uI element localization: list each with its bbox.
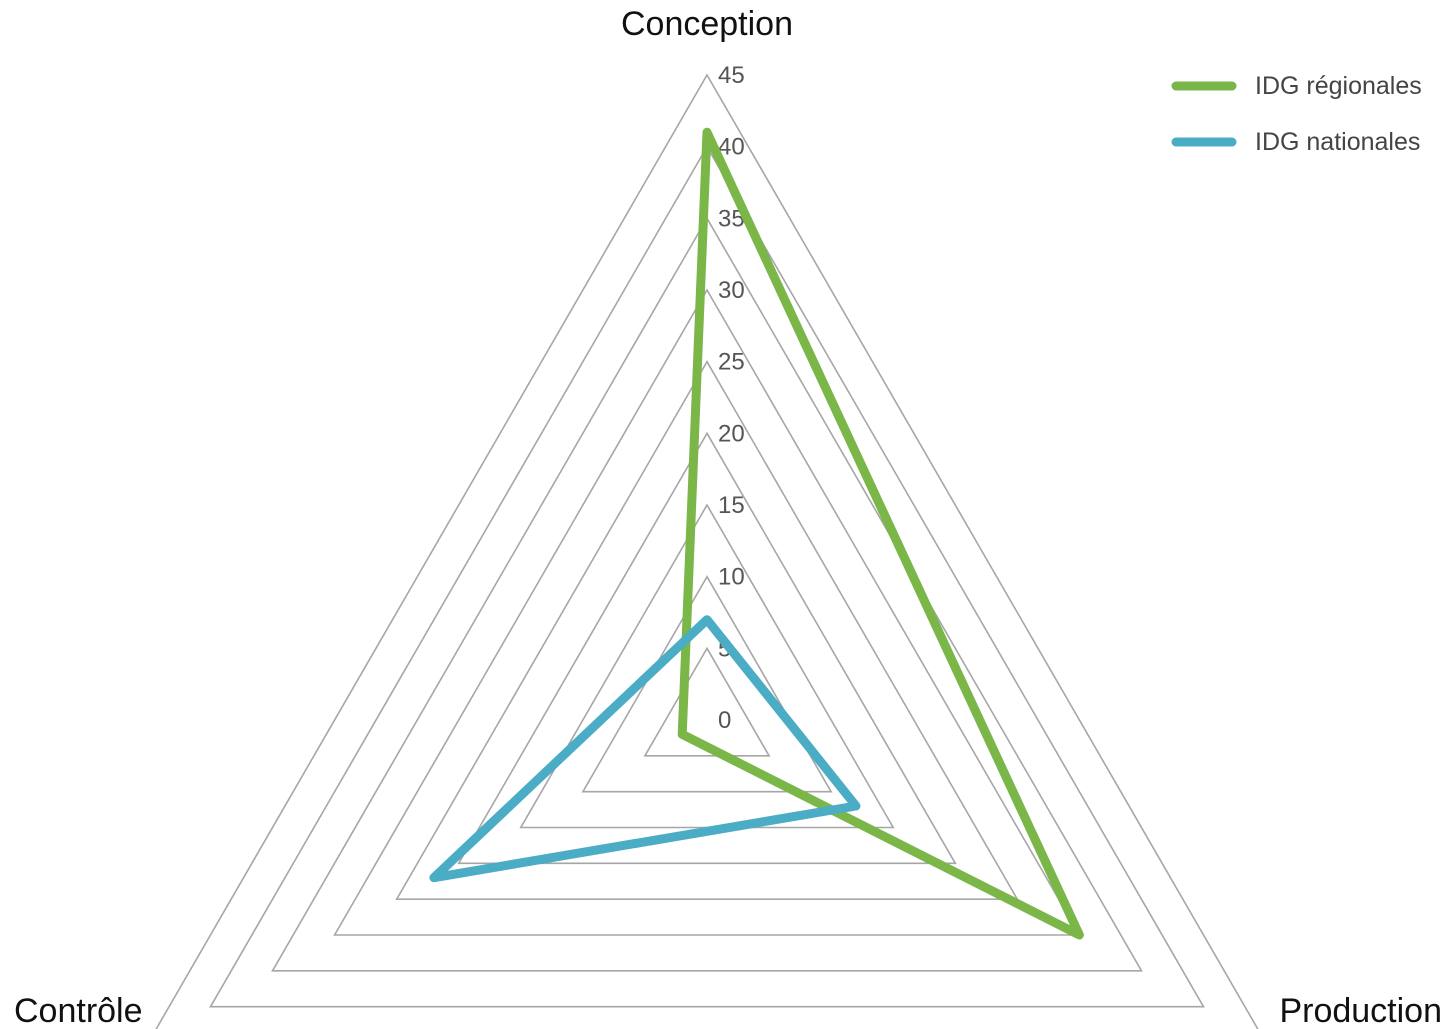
axis-label-production: Production [1279,992,1442,1029]
legend-label-idg-regionales: IDG régionales [1255,72,1422,100]
tick-label-15: 15 [718,492,745,519]
series-line-idg-r-gionales [677,127,1084,940]
legend-item-idg-nationales: IDG nationales [1171,128,1420,156]
series-layer [429,127,1084,940]
axis-labels: Conception Production Contrôle [14,5,1442,1029]
legend-item-idg-regionales: IDG régionales [1171,72,1422,100]
grid-ring-35 [271,216,1143,972]
grid-ring-20 [457,431,957,865]
tick-label-20: 20 [718,420,745,447]
grid-ring-45 [155,73,1259,1029]
legend-label-idg-nationales: IDG nationales [1255,128,1420,156]
tick-label-10: 10 [718,564,745,591]
grid-ring-30 [333,288,1081,936]
tick-label-30: 30 [718,277,745,304]
grid-ring-25 [395,360,1019,901]
grid-ring-5 [643,646,771,757]
tick-label-45: 45 [718,62,745,89]
grid-ring-10 [581,575,833,793]
axis-label-conception: Conception [621,5,793,43]
legend: IDG régionales IDG nationales [1171,72,1422,156]
grid-ring-40 [209,145,1205,1008]
series-line-idg-nationales [429,615,861,883]
tick-label-25: 25 [718,349,745,376]
axis-label-controle: Contrôle [14,992,143,1029]
tick-label-0: 0 [718,707,731,734]
